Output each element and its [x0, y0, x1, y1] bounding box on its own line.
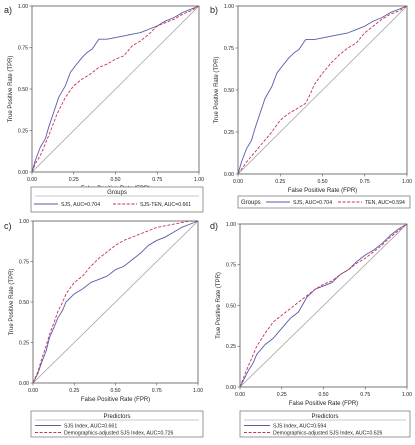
x-tick-label: 0.75	[152, 388, 162, 394]
y-tick-label: 0.00	[224, 172, 234, 178]
reference-diagonal	[31, 5, 200, 173]
x-axis-label: False Positive Rate (FPR)	[288, 188, 357, 194]
y-tick-label: 0.75	[224, 46, 234, 52]
panel-d: d) 0.000.00 0.25 0.25 0.50 0.50 0.75 0.75 1.00 1.…	[210, 221, 412, 438]
x-tick-label: 1.00	[402, 392, 412, 398]
y-tick-label: 0.50	[18, 87, 28, 93]
legend-title: Groups	[241, 200, 261, 206]
roc-curve-dashed	[239, 223, 408, 388]
x-tick-label: 0.75	[360, 179, 370, 185]
legend-box	[30, 186, 204, 213]
x-tick-label: 0.00	[28, 388, 38, 394]
plot-frame	[237, 5, 408, 175]
plot-frame	[32, 220, 199, 384]
x-tick-label: 0.25	[69, 177, 79, 183]
y-tick-label: 0.25	[19, 340, 29, 346]
y-tick-label: 0.25	[224, 130, 234, 136]
x-tick-label: 0.50	[317, 179, 327, 185]
x-tick-label: 1.00	[193, 388, 203, 394]
legend: Groups SJS, AUC=0.704 SJS-TEN, AUC=0.661	[30, 186, 204, 213]
x-tick-label: 0.50	[318, 392, 328, 398]
panel-a: a) 0.000.00 0.25 0.25 0.50 0.50 0.75 0.75 1.00 1.…	[4, 4, 204, 213]
roc-curve-solid	[32, 220, 199, 384]
legend-entry: Demographics-adjusted SJS Index, AUC=0.7…	[64, 430, 174, 436]
x-tick-label: 0.00	[233, 179, 243, 185]
y-axis-label: True Positive Rate (TPR)	[214, 57, 220, 124]
x-tick-label: 0.75	[152, 177, 162, 183]
y-tick-label: 1.00	[226, 222, 236, 228]
roc-curve-solid	[237, 5, 408, 175]
x-tick-label: 1.00	[194, 177, 204, 183]
y-tick-label: 0.50	[19, 300, 29, 306]
y-tick-label: 0.75	[18, 45, 28, 51]
panel-label: a)	[4, 5, 12, 15]
legend-entry: TEN, AUC=0.594	[365, 200, 405, 206]
legend-title: Predictors	[311, 414, 338, 420]
legend: Predictors SJS Index, AUC=0.594Demographi…	[239, 410, 411, 438]
roc-curve-dashed	[32, 220, 198, 384]
x-tick-label: 0.50	[110, 388, 120, 394]
legend-entry: SJS Index, AUC=0.594	[273, 423, 326, 429]
legend-entry: SJS Index, AUC=0.661	[64, 423, 117, 429]
panel-label: d)	[210, 221, 218, 231]
y-tick-label: 0.25	[226, 344, 236, 350]
y-tick-label: 0.00	[18, 170, 28, 176]
legend-title: Groups	[107, 190, 127, 196]
panel-c: c) 0.000.00 0.25 0.25 0.50 0.50 0.75 0.75 1.00 1.…	[4, 219, 204, 438]
y-tick-label: 0.50	[224, 88, 234, 94]
y-tick-label: 0.25	[18, 128, 28, 134]
x-axis-label: False Positive Rate (FPR)	[81, 397, 150, 403]
roc-curve-solid	[31, 5, 200, 173]
legend-entry: Demographics-adjusted SJS Index, AUC=0.6…	[273, 430, 383, 436]
legend-title: Predictors	[103, 414, 130, 420]
roc-curve-dashed	[237, 5, 408, 175]
reference-diagonal	[32, 220, 199, 384]
y-tick-label: 0.75	[226, 263, 236, 269]
y-tick-label: 0.00	[226, 385, 236, 391]
panel-b: b) 0.000.00 0.25 0.25 0.50 0.50 0.75 0.75 1.00 1.…	[210, 4, 412, 209]
x-tick-label: 1.00	[402, 179, 412, 185]
legend-entry: SJS-TEN, AUC=0.661	[140, 202, 191, 208]
x-tick-label: 0.00	[27, 177, 37, 183]
y-axis-label: True Positive Rate (TPR)	[216, 272, 222, 339]
x-tick-label: 0.50	[110, 177, 120, 183]
legend: Groups SJS, AUC=0.704 TEN, AUC=0.594	[237, 195, 411, 209]
y-tick-label: 1.00	[224, 4, 234, 10]
plot-frame	[239, 223, 408, 388]
x-tick-label: 0.75	[360, 392, 370, 398]
x-axis-label: False Positive Rate (FPR)	[289, 401, 358, 407]
reference-diagonal	[237, 5, 408, 175]
legend-box	[237, 195, 411, 209]
y-axis-label: True Positive Rate (TPR)	[8, 56, 14, 123]
y-tick-label: 0.00	[19, 381, 29, 387]
x-tick-label: 0.25	[277, 392, 287, 398]
legend-entry: SJS, AUC=0.704	[293, 200, 332, 206]
y-tick-label: 0.50	[226, 303, 236, 309]
reference-diagonal	[239, 223, 408, 388]
panel-label: c)	[4, 221, 12, 231]
x-tick-label: 0.00	[235, 392, 245, 398]
y-tick-label: 0.75	[19, 259, 29, 265]
y-axis-label: True Positive Rate (TPR)	[9, 269, 15, 336]
y-tick-label: 1.00	[19, 219, 29, 225]
panel-label: b)	[210, 5, 218, 15]
x-tick-label: 0.25	[69, 388, 79, 394]
roc-curve-dashed	[31, 5, 200, 173]
x-tick-label: 0.25	[275, 179, 285, 185]
y-tick-label: 1.00	[18, 4, 28, 10]
plot-frame	[31, 5, 200, 173]
legend: Predictors SJS Index, AUC=0.661Demographi…	[30, 410, 204, 438]
legend-entry: SJS, AUC=0.704	[61, 202, 100, 208]
